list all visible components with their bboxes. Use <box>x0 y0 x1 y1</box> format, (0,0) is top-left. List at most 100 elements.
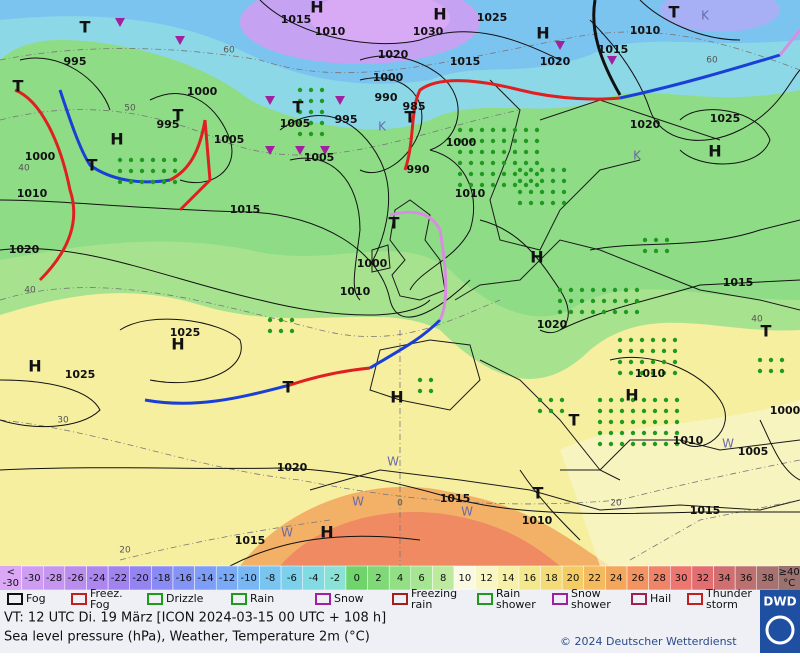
rain-symbol <box>597 441 603 447</box>
rain-symbol <box>523 171 529 177</box>
pressure-center: T <box>405 108 416 127</box>
rain-symbol <box>297 87 303 93</box>
rain-symbol <box>608 430 614 436</box>
legend-label: Freez. <box>90 587 123 600</box>
rain-symbol <box>619 430 625 436</box>
rain-symbol <box>161 157 167 163</box>
rain-symbol <box>650 348 656 354</box>
scale-label: 24 <box>610 573 623 584</box>
rain-symbol <box>652 430 658 436</box>
rain-symbol <box>661 359 667 365</box>
isobar-label: 1010 <box>673 434 704 447</box>
isotherm-label: 50 <box>124 104 136 114</box>
pressure-center: T <box>293 98 304 117</box>
rain-symbol <box>672 370 678 376</box>
legend-label: Hail <box>650 592 671 605</box>
scale-cell <box>778 566 800 590</box>
rain-symbol <box>117 157 123 163</box>
air-mass-label: K <box>701 9 710 23</box>
rain-symbol <box>661 348 667 354</box>
rain-symbol <box>579 298 585 304</box>
rain-symbol <box>674 441 680 447</box>
isobar-label: 1005 <box>280 117 311 130</box>
rain-symbol <box>590 287 596 293</box>
scale-label: 20 <box>567 573 580 584</box>
scale-label: < <box>7 567 15 578</box>
rain-symbol <box>490 127 496 133</box>
legend-label: storm <box>706 598 738 611</box>
rain-symbol <box>161 179 167 185</box>
rain-symbol <box>139 179 145 185</box>
isobar-label: 985 <box>403 100 426 113</box>
rain-symbol <box>319 120 325 126</box>
rain-symbol <box>561 167 567 173</box>
pressure-center: H <box>708 142 721 161</box>
air-mass-label: W <box>387 455 399 469</box>
copyright: © 2024 Deutscher Wetterdienst <box>560 635 737 648</box>
rain-symbol <box>539 167 545 173</box>
isobar-label: 1005 <box>214 133 245 146</box>
temp-zone <box>280 512 560 566</box>
scale-label: -16 <box>176 573 192 584</box>
rain-symbol <box>628 337 634 343</box>
rain-symbol <box>617 370 623 376</box>
rain-symbol <box>319 131 325 137</box>
pressure-center: T <box>761 322 772 341</box>
rain-symbol <box>417 388 423 394</box>
rain-symbol <box>590 309 596 315</box>
rain-symbol <box>528 167 534 173</box>
rain-symbol <box>512 127 518 133</box>
rain-symbol <box>650 370 656 376</box>
rain-symbol <box>512 138 518 144</box>
rain-symbol <box>641 408 647 414</box>
rain-symbol <box>672 348 678 354</box>
rain-symbol <box>534 182 540 188</box>
rain-symbol <box>663 397 669 403</box>
isotherm-label: 30 <box>57 416 69 426</box>
rain-symbol <box>612 298 618 304</box>
rain-symbol <box>641 430 647 436</box>
rain-symbol <box>501 160 507 166</box>
scale-label: 12 <box>480 573 493 584</box>
pressure-center: T <box>80 18 91 37</box>
air-mass-label: K <box>633 149 642 163</box>
rain-symbol <box>308 120 314 126</box>
rain-symbol <box>663 419 669 425</box>
rain-symbol <box>601 309 607 315</box>
rain-symbol <box>479 127 485 133</box>
isobar-label: 1025 <box>710 112 741 125</box>
rain-symbol <box>623 287 629 293</box>
rain-symbol <box>468 171 474 177</box>
rain-symbol <box>150 179 156 185</box>
rain-symbol <box>417 377 423 383</box>
isotherm-label: 20 <box>119 546 131 556</box>
rain-symbol <box>319 87 325 93</box>
rain-symbol <box>561 200 567 206</box>
rain-symbol <box>308 109 314 115</box>
scale-label: -24 <box>89 573 105 584</box>
rain-symbol <box>490 182 496 188</box>
rain-symbol <box>590 298 596 304</box>
rain-symbol <box>568 309 574 315</box>
isobar-label: 1015 <box>723 276 754 289</box>
scale-label: -18 <box>154 573 170 584</box>
rain-symbol <box>539 200 545 206</box>
rain-symbol <box>768 368 774 374</box>
scale-label: -4 <box>309 573 319 584</box>
isobar-label: 1000 <box>446 136 477 149</box>
scale-label: 34 <box>718 573 731 584</box>
pressure-center: H <box>28 357 41 376</box>
isobar-label: 1020 <box>630 118 661 131</box>
rain-symbol <box>619 408 625 414</box>
rain-symbol <box>568 298 574 304</box>
isotherm-label: 60 <box>223 46 235 56</box>
rain-symbol <box>608 419 614 425</box>
rain-symbol <box>663 408 669 414</box>
rain-symbol <box>490 171 496 177</box>
isobar-label: 1020 <box>277 461 308 474</box>
snow-symbol <box>335 96 345 105</box>
legend-icon <box>687 593 703 605</box>
isobar-label: 1010 <box>455 187 486 200</box>
rain-symbol <box>468 182 474 188</box>
coastlines <box>309 79 800 511</box>
